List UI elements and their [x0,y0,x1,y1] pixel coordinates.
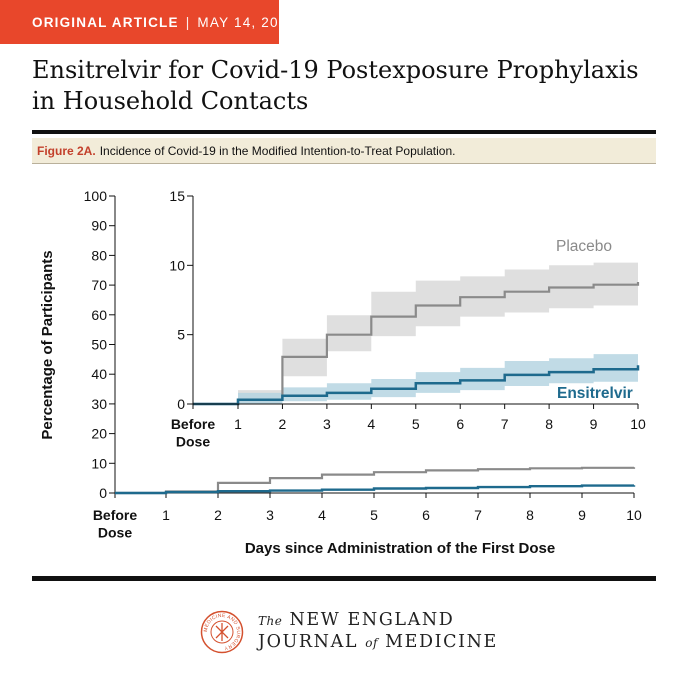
main-y-tick-label: 100 [84,188,108,204]
main-x-tick-label: 6 [422,507,430,523]
article-title: Ensitrelvir for Covid-19 Postexposure Pr… [32,56,639,115]
main-x-tick-label: 2 [214,507,222,523]
figure-label: Figure 2A. [37,143,96,158]
inset-x-tick-label: 4 [367,416,375,432]
journal-seal-icon: MEDICINE AND SURGERY [200,610,244,654]
main-y-tick-label: 90 [91,218,107,234]
article-banner: ORIGINAL ARTICLE | MAY 14, 2026 [0,0,295,44]
main-series-line-placebo [115,466,636,495]
article-type: ORIGINAL ARTICLE [32,14,179,30]
article-date: MAY 14, 2026 [197,14,297,30]
logo-line1: NEW ENGLAND [289,610,455,630]
inset-x-tick-label: 9 [590,416,598,432]
main-x-tick-label-before-dose: Before Dose [93,507,138,541]
inset-x-tick-label: 1 [234,416,242,432]
logo-prefix: The [258,614,283,628]
main-x-tick-label-part: Dose [98,525,132,541]
figure-caption-bar: Figure 2A. Incidence of Covid-19 in the … [32,138,656,164]
banner-separator: | [185,14,191,30]
inset-axes: 0 5 10 15 Before Dose 1 2 3 4 5 6 7 8 9 10 [169,188,646,450]
main-y-tick-label: 0 [99,485,107,501]
inset-bands [238,261,638,404]
inset-x-tick-label: 6 [456,416,464,432]
inset-x-tick-label-part: Dose [176,434,210,450]
main-y-tick-label: 60 [91,307,107,323]
inset-x-tick-label-part: Before [171,416,216,432]
journal-logo: MEDICINE AND SURGERY The NEW ENGLAND JOU… [200,610,498,654]
inset-series-line-ensitrelvir [193,365,640,406]
main-y-tick-label: 20 [91,426,107,442]
inset-x-tick-label: 2 [279,416,287,432]
inset-x-tick-label: 8 [545,416,553,432]
inset-x-tick-label: 10 [630,416,646,432]
top-rule [32,130,656,134]
main-x-tick-label: 8 [526,507,534,523]
y-axis-label: Percentage of Participants [39,250,56,439]
main-series-line-ensitrelvir [115,484,636,495]
inset-x-tick-label: 5 [412,416,420,432]
figure-caption: Incidence of Covid-19 in the Modified In… [99,143,456,158]
logo-medicine: MEDICINE [385,632,498,652]
main-x-tick-label: 7 [474,507,482,523]
main-x-tick-label: 1 [162,507,170,523]
legend-label-ensitrelvir: Ensitrelvir [557,385,633,402]
x-axis-label: Days since Administration of the First D… [245,540,555,557]
main-y-tick-label: 50 [91,337,107,353]
bottom-rule [32,576,656,581]
inset-y-tick-label: 5 [177,327,185,343]
journal-wordmark: The NEW ENGLAND JOURNAL of MEDICINE [258,610,498,654]
inset-series-line-placebo [193,282,640,406]
main-x-tick-label: 4 [318,507,326,523]
inset-y-tick-label: 0 [177,396,185,412]
inset-x-tick-label: 7 [501,416,509,432]
main-x-tick-label: 5 [370,507,378,523]
inset-ci-band-ensitrelvir [238,349,638,404]
main-x-tick-label-part: Before [93,507,138,523]
main-y-tick-label: 70 [91,277,107,293]
main-y-tick-label: 40 [91,366,107,382]
inset-y-tick-label: 10 [169,257,185,273]
main-y-tick-label: 80 [91,247,107,263]
main-y-tick-label: 30 [91,396,107,412]
legend-label-placebo: Placebo [556,238,612,255]
inset-x-tick-label: 3 [323,416,331,432]
logo-journal: JOURNAL [258,632,359,652]
inset-y-tick-label: 15 [169,188,185,204]
inset-series [193,282,640,406]
logo-of: of [365,636,378,650]
main-series [115,466,636,495]
inset-ci-band-placebo [238,261,638,404]
main-x-tick-label: 9 [578,507,586,523]
main-y-tick-label: 10 [91,455,107,471]
main-x-tick-label: 3 [266,507,274,523]
inset-x-tick-label-before-dose: Before Dose [171,416,216,450]
main-x-tick-label: 10 [626,507,642,523]
